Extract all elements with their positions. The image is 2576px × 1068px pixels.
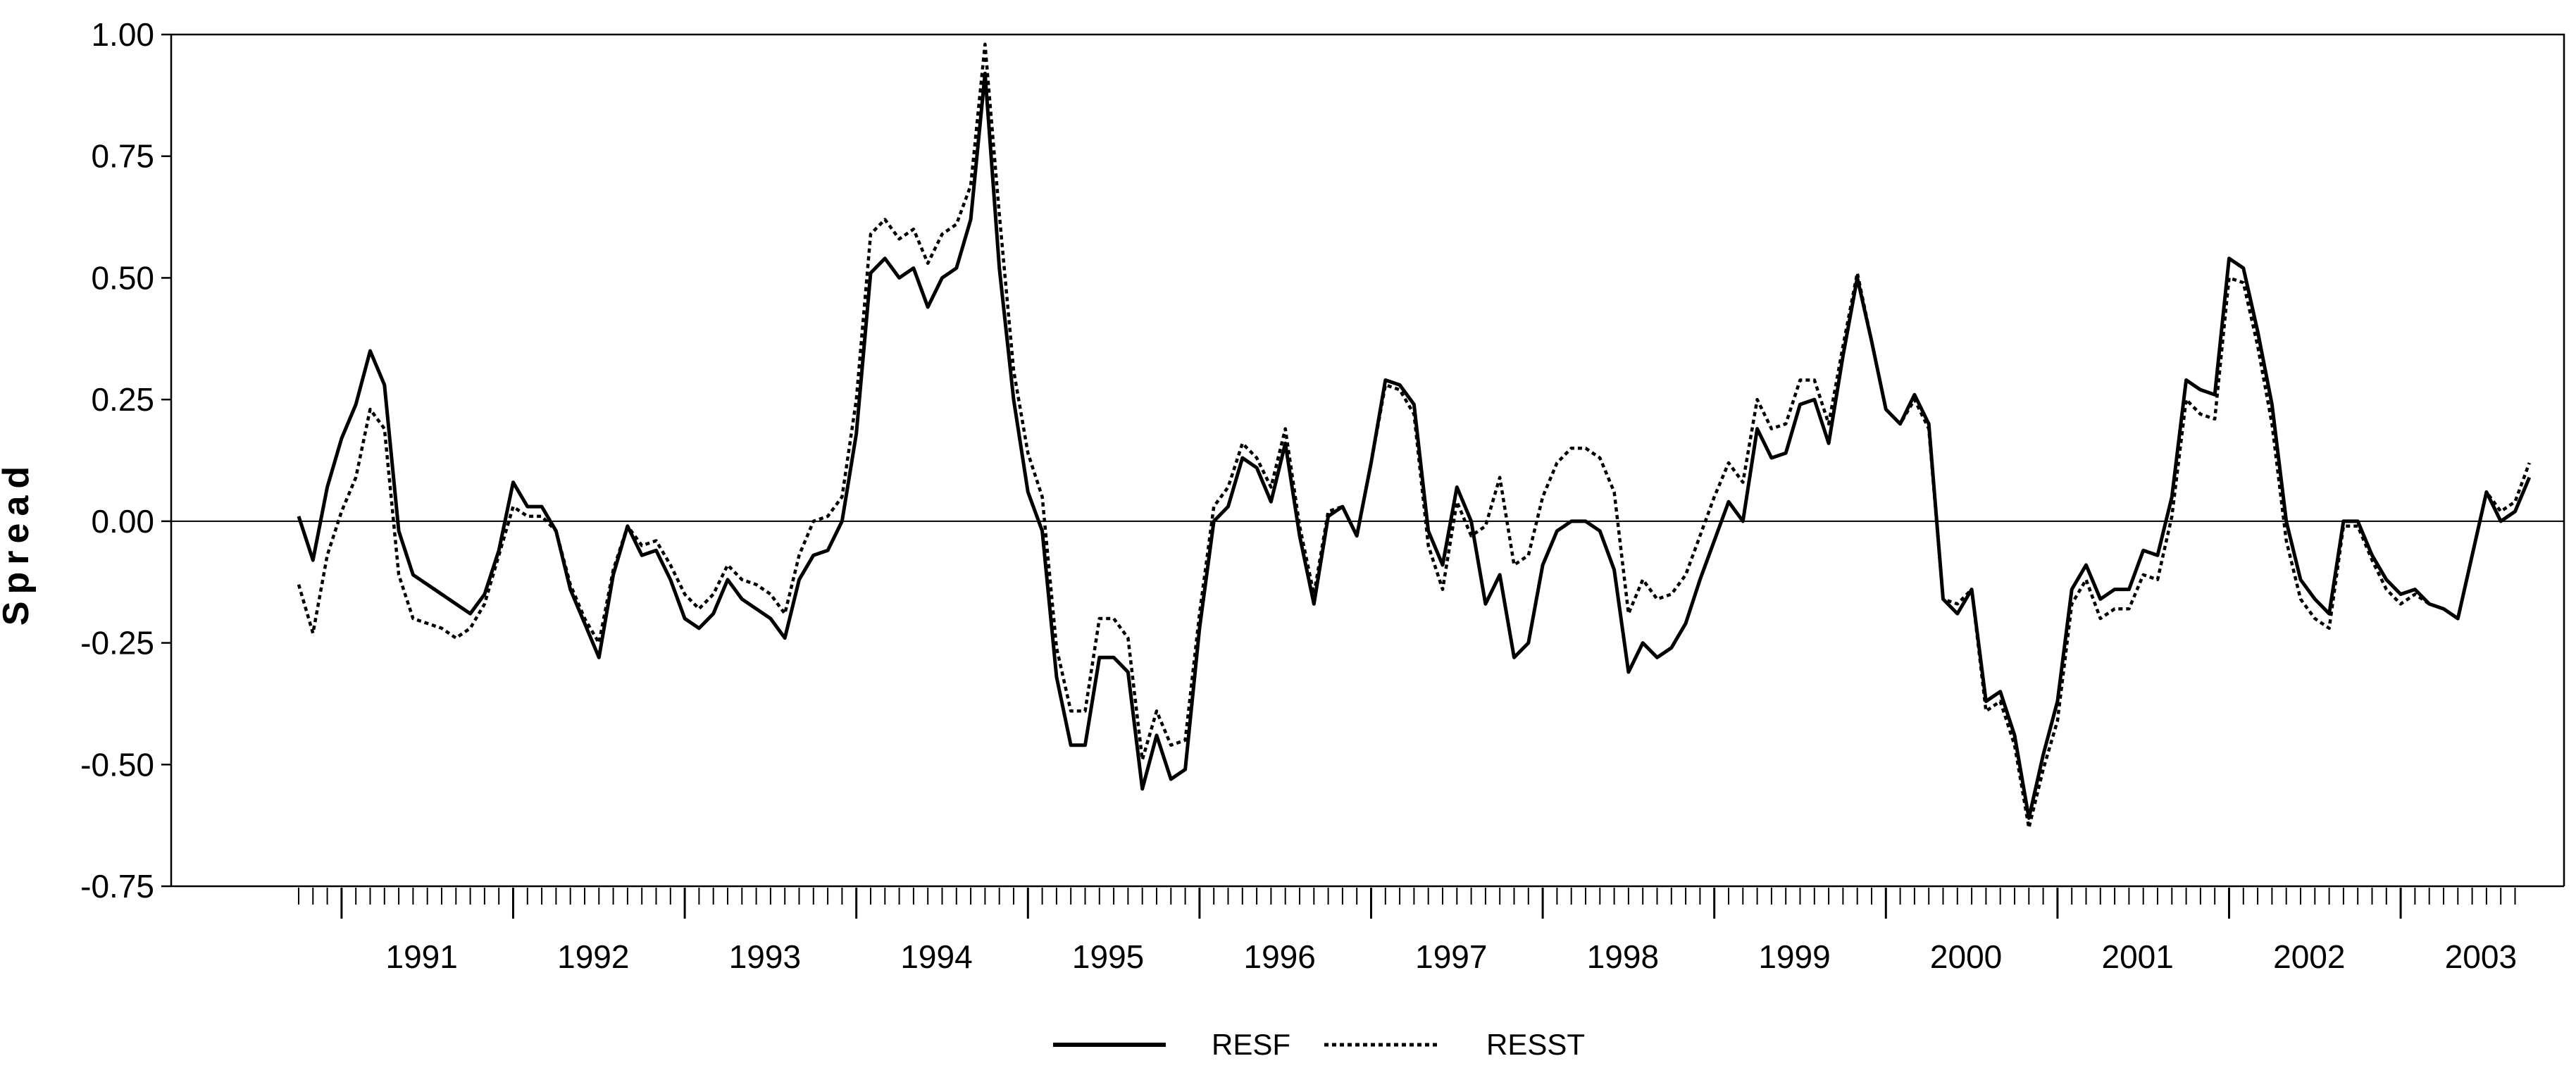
x-tick-label: 2001 (2102, 938, 2174, 975)
plot-frame (170, 33, 2565, 888)
legend-label-resst: RESST (1486, 1028, 1585, 1061)
x-tick-label: 1991 (386, 938, 458, 975)
x-tick-label: 2003 (2445, 938, 2517, 975)
x-tick-label: 2000 (1930, 938, 2002, 975)
y-tick-label: -0.50 (80, 746, 154, 783)
x-tick-label: 1998 (1587, 938, 1659, 975)
legend: RESF RESST (1053, 1028, 1585, 1061)
y-tick-label: 1.00 (91, 16, 154, 53)
x-tick-label: 1992 (557, 938, 629, 975)
x-axis: 1991 1992 1993 1994 1995 1996 1997 1998 1999 2000… (298, 888, 2517, 975)
x-tick-label: 1995 (1072, 938, 1144, 975)
x-tick-label: 1994 (900, 938, 972, 975)
y-tick-label: -0.25 (80, 625, 154, 662)
series-layer (297, 42, 2532, 830)
x-tick-label: 1999 (1758, 938, 1830, 975)
x-tick-label: 1993 (729, 938, 801, 975)
y-axis: 1.00 0.75 0.50 0.25 0.00 -0.25 -0.50 -0.75 (80, 16, 171, 905)
plot-border (170, 33, 2565, 886)
series-line-resst (297, 42, 2531, 830)
y-tick-label: 0.50 (91, 259, 154, 296)
y-tick-label: 0.00 (91, 503, 154, 540)
y-tick-label: 0.25 (91, 381, 154, 418)
y-axis-title: Spread (0, 459, 37, 626)
y-tick-label: 0.75 (91, 138, 154, 175)
x-tick-label: 1996 (1244, 938, 1316, 975)
legend-label-resf: RESF (1212, 1028, 1290, 1061)
series-line-resf (297, 71, 2532, 820)
x-tick-label: 1997 (1415, 938, 1487, 975)
y-tick-label: -0.75 (80, 868, 154, 905)
x-tick-label: 2002 (2273, 938, 2345, 975)
